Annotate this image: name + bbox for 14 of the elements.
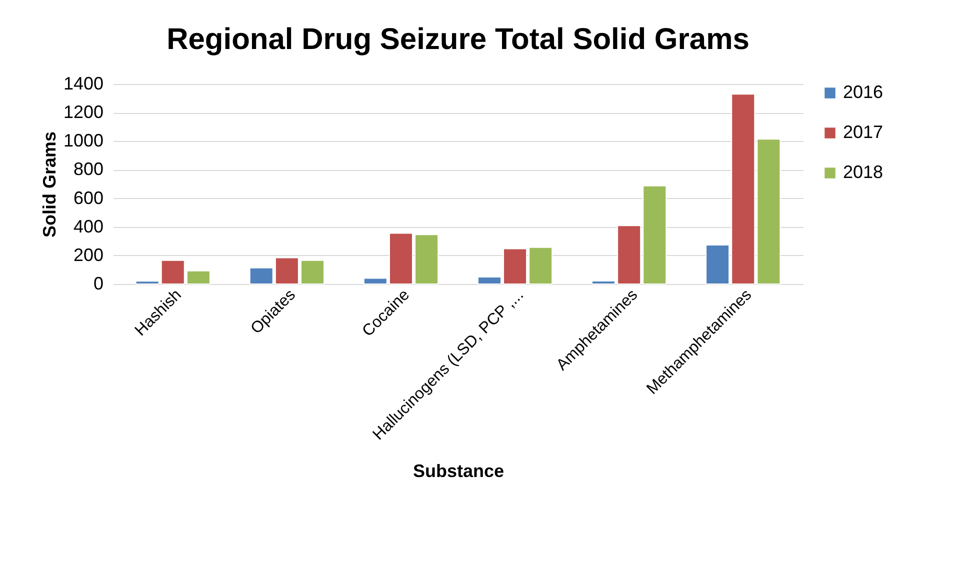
legend-label: 2016 (843, 82, 884, 102)
y-tick-label: 400 (73, 216, 104, 236)
legend-label: 2018 (843, 162, 884, 182)
chart-title: Regional Drug Seizure Total Solid Grams (166, 23, 750, 56)
y-tick-label: 1400 (63, 74, 104, 94)
y-axis-title: Solid Grams (39, 131, 60, 238)
y-tick-label: 1000 (63, 130, 104, 151)
legend-label: 2017 (843, 122, 884, 142)
y-tick-label: 200 (73, 244, 104, 265)
y-tick-label: 600 (73, 188, 104, 208)
y-tick-label: 0 (93, 274, 104, 294)
x-axis-title: Substance (412, 461, 504, 482)
y-tick-label: 800 (73, 159, 104, 180)
y-tick-label: 1200 (63, 102, 104, 122)
